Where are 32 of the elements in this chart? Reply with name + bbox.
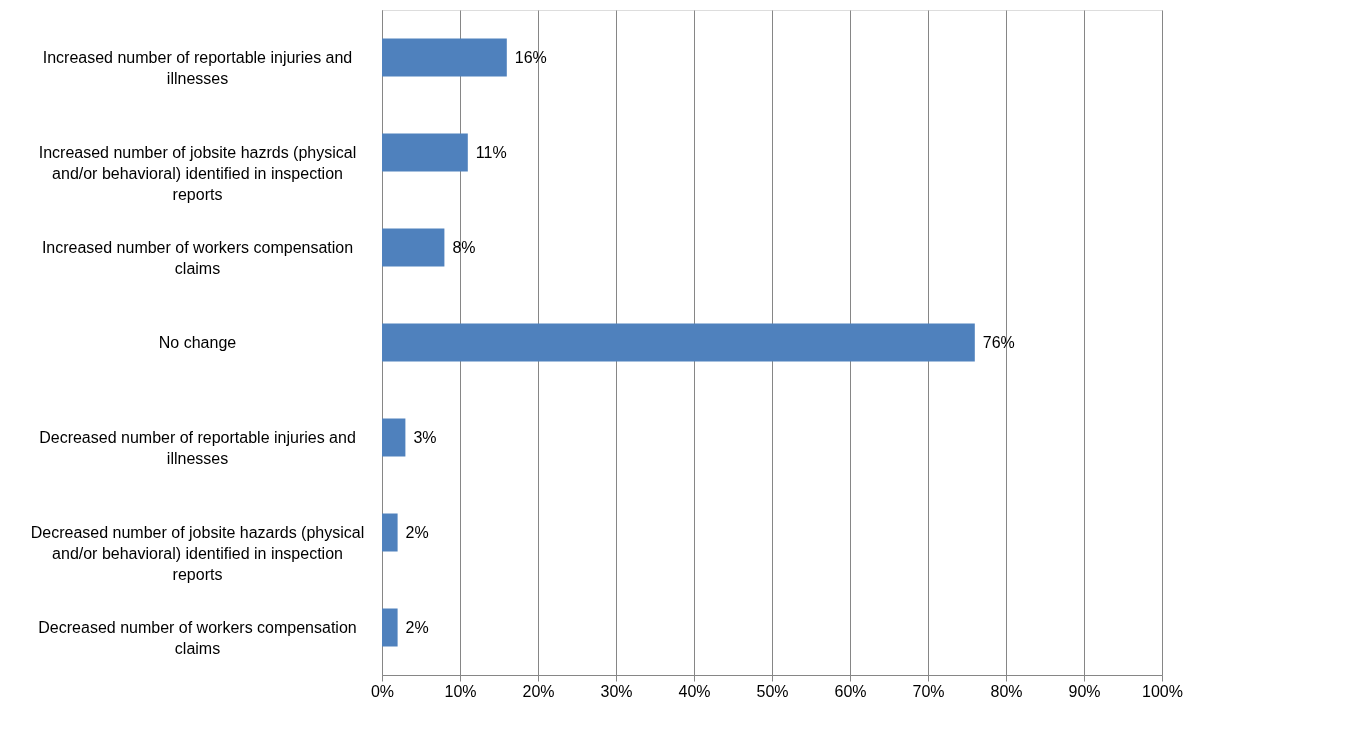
x-tick-label: 60% bbox=[834, 682, 867, 700]
data-label: 8% bbox=[452, 238, 476, 256]
bar bbox=[382, 323, 975, 362]
bar bbox=[382, 38, 507, 77]
x-tick-label: 20% bbox=[522, 682, 555, 700]
bar bbox=[382, 133, 468, 172]
data-label: 16% bbox=[514, 48, 547, 66]
x-tick-label: 100% bbox=[1142, 682, 1183, 700]
y-tick-label: No change bbox=[158, 333, 237, 351]
x-tick-label: 10% bbox=[444, 682, 477, 700]
y-tick-label: Decreased number of jobsite hazards (physical and/or behavioral) identified in inspection reports bbox=[30, 523, 365, 583]
data-label: 76% bbox=[982, 333, 1015, 351]
y-tick-label: Decreased number of workers compensation claims bbox=[38, 618, 357, 657]
bar bbox=[382, 608, 398, 647]
y-tick-label: Increased number of jobsite hazrds (physical and/or behavioral) identified in inspection reports bbox=[38, 143, 357, 203]
x-tick-label: 30% bbox=[600, 682, 633, 700]
bar bbox=[382, 513, 398, 552]
data-label: 3% bbox=[413, 428, 437, 446]
data-label: 11% bbox=[475, 143, 507, 161]
bar bbox=[382, 418, 406, 457]
x-tick-label: 50% bbox=[756, 682, 789, 700]
bar bbox=[382, 228, 445, 267]
x-tick-label: 0% bbox=[370, 682, 395, 700]
y-tick-label: Increased number of reportable injuries and illnesses bbox=[42, 48, 353, 87]
x-tick-label: 90% bbox=[1068, 682, 1101, 700]
y-tick-label: Increased number of workers compensation claims bbox=[41, 238, 354, 277]
data-label: 2% bbox=[405, 523, 429, 541]
x-tick-label: 80% bbox=[990, 682, 1023, 700]
x-tick-label: 40% bbox=[678, 682, 711, 700]
x-tick-label: 70% bbox=[912, 682, 945, 700]
data-label: 2% bbox=[405, 618, 429, 636]
y-tick-label: Decreased number of reportable injuries and illnesses bbox=[39, 428, 356, 467]
